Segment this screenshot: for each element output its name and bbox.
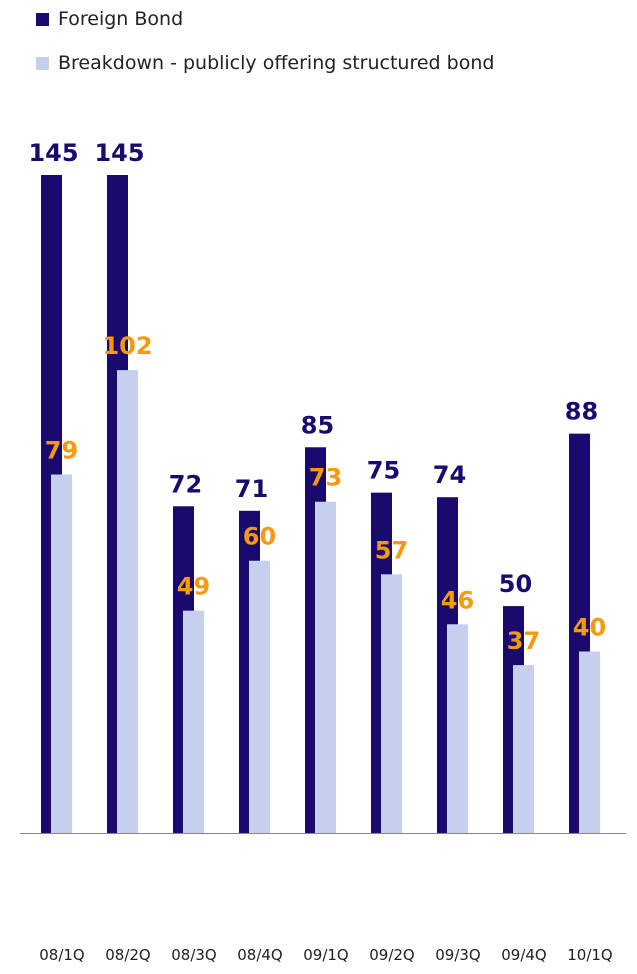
value-label-structured-bond: 73 — [309, 464, 342, 492]
bar-structured-bond — [579, 651, 600, 833]
legend-item-structured-bond: Breakdown - publicly offering structured… — [36, 50, 494, 76]
legend-swatch-structured-bond — [36, 56, 49, 70]
value-label-foreign-bond: 75 — [367, 457, 400, 485]
bar-structured-bond — [117, 370, 138, 833]
value-label-foreign-bond: 145 — [94, 139, 144, 167]
legend-item-foreign-bond: Foreign Bond — [36, 6, 183, 32]
value-label-foreign-bond: 74 — [433, 461, 466, 489]
bar-structured-bond — [513, 665, 534, 833]
value-label-structured-bond: 57 — [375, 536, 408, 564]
value-label-foreign-bond: 50 — [499, 570, 532, 598]
value-label-structured-bond: 49 — [177, 573, 210, 601]
bar-structured-bond — [381, 574, 402, 833]
x-tick-label: 08/1Q — [39, 946, 85, 964]
bar-structured-bond — [315, 501, 336, 833]
bar-structured-bond — [447, 624, 468, 833]
legend-label-foreign-bond: Foreign Bond — [58, 8, 184, 30]
x-tick-label: 08/2Q — [105, 946, 151, 964]
value-label-structured-bond: 102 — [102, 332, 152, 360]
value-label-structured-bond: 79 — [45, 437, 78, 465]
x-tick-label: 08/4Q — [237, 946, 283, 964]
value-label-foreign-bond: 85 — [301, 411, 334, 439]
x-tick-label: 09/2Q — [369, 946, 415, 964]
value-label-structured-bond: 46 — [441, 586, 474, 614]
x-tick-label: 09/4Q — [501, 946, 547, 964]
value-label-structured-bond: 37 — [507, 627, 540, 655]
x-tick-label: 09/1Q — [303, 946, 349, 964]
value-label-structured-bond: 60 — [243, 523, 276, 551]
bar-structured-bond — [51, 474, 72, 833]
legend-swatch-foreign-bond — [36, 12, 49, 26]
legend-label-structured-bond: Breakdown - publicly offering structured… — [58, 52, 495, 74]
bar-structured-bond — [183, 610, 204, 833]
x-tick-label: 08/3Q — [171, 946, 217, 964]
x-tick-label: 10/1Q — [567, 946, 613, 964]
value-label-foreign-bond: 145 — [28, 139, 78, 167]
value-label-foreign-bond: 88 — [565, 398, 598, 426]
value-label-foreign-bond: 72 — [169, 470, 202, 498]
value-label-foreign-bond: 71 — [235, 475, 268, 503]
bar-structured-bond — [249, 560, 270, 833]
x-tick-label: 09/3Q — [435, 946, 481, 964]
value-label-structured-bond: 40 — [573, 613, 606, 641]
